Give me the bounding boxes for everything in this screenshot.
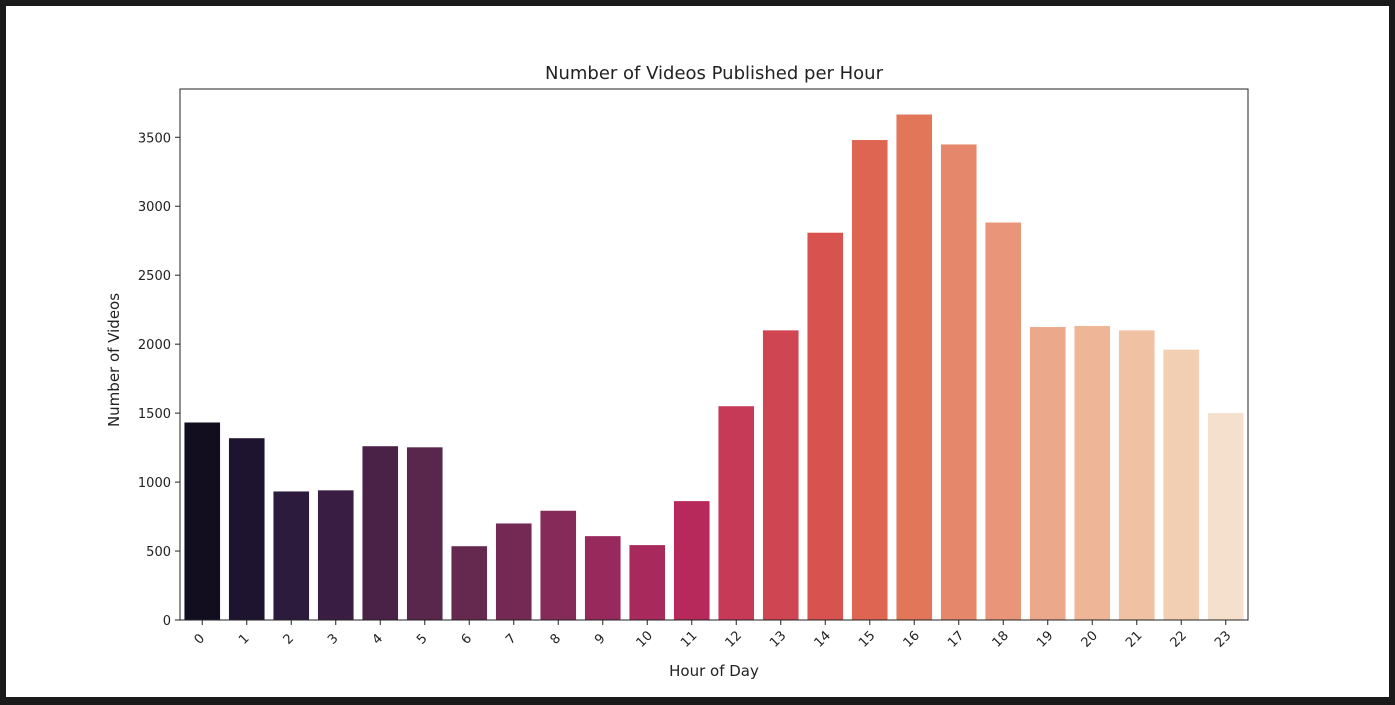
x-tick-label: 2 — [281, 631, 297, 647]
x-tick-label: 16 — [901, 628, 923, 650]
chart-title: Number of Videos Published per Hour — [545, 63, 884, 84]
y-tick-label: 1000 — [138, 476, 171, 491]
x-tick-label: 0 — [192, 631, 208, 647]
bar-hour-17 — [940, 144, 977, 620]
y-tick-label: 2000 — [138, 338, 171, 353]
x-tick-label: 5 — [414, 631, 430, 647]
bar-hour-21 — [1118, 330, 1155, 620]
x-tick-label: 1 — [236, 631, 252, 647]
x-tick-label: 12 — [723, 628, 745, 650]
x-tick-label: 6 — [459, 631, 475, 647]
bar-hour-2 — [273, 491, 310, 620]
bar-hour-5 — [406, 447, 443, 620]
x-tick-label: 9 — [592, 631, 608, 647]
bar-hour-7 — [495, 523, 532, 620]
x-tick-label: 18 — [990, 628, 1012, 650]
bar-hour-16 — [896, 114, 933, 620]
bar-hour-12 — [718, 406, 755, 620]
x-tick-label: 10 — [634, 628, 656, 650]
bar-hour-1 — [228, 438, 265, 620]
y-tick-label: 0 — [163, 614, 171, 629]
y-tick-label: 3500 — [138, 131, 171, 146]
x-tick-label: 13 — [767, 628, 789, 650]
y-tick-label: 1500 — [138, 407, 171, 422]
x-tick-label: 8 — [548, 631, 564, 647]
bar-hour-3 — [317, 490, 354, 620]
bar-chart: Number of Videos Published per Hour Hour… — [105, 63, 1249, 680]
bar-hour-8 — [540, 510, 577, 620]
bar-hour-14 — [807, 232, 844, 621]
x-tick-label: 3 — [325, 631, 341, 647]
bar-hour-15 — [851, 140, 888, 620]
x-tick-label: 15 — [856, 628, 878, 650]
y-axis-label: Number of Videos — [105, 293, 123, 427]
x-tick-label: 19 — [1034, 628, 1056, 650]
bar-hour-13 — [762, 330, 799, 620]
x-tick-label: 22 — [1168, 628, 1190, 650]
bar-hour-22 — [1163, 349, 1200, 620]
x-tick-label: 17 — [945, 628, 967, 650]
plot-area-border — [179, 88, 1249, 621]
y-tick-label: 3000 — [138, 200, 171, 215]
bar-hour-20 — [1074, 325, 1111, 620]
x-tick-label: 4 — [370, 631, 386, 647]
x-tick-label: 11 — [678, 628, 700, 650]
bar-hour-9 — [584, 536, 621, 620]
y-tick-label: 2500 — [138, 269, 171, 284]
bar-hour-10 — [629, 545, 666, 620]
bar-hour-11 — [673, 501, 710, 620]
bar-hour-0 — [184, 422, 221, 620]
y-tick-label: 500 — [146, 545, 171, 560]
x-tick-label: 14 — [812, 628, 834, 650]
bar-hour-18 — [985, 222, 1022, 620]
bar-hour-23 — [1207, 413, 1244, 620]
chart-frame: Number of Videos Published per Hour Hour… — [6, 6, 1389, 697]
x-tick-label: 20 — [1079, 628, 1101, 650]
x-tick-label: 23 — [1212, 628, 1234, 650]
bar-hour-6 — [451, 546, 488, 620]
x-tick-label: 7 — [503, 631, 519, 647]
y-ticks-group: 0 500 1000 1500 2000 2500 3000 3500 — [138, 131, 180, 629]
bar-hour-19 — [1029, 327, 1066, 620]
x-tick-label: 21 — [1123, 628, 1145, 650]
x-axis-label: Hour of Day — [669, 662, 759, 680]
bars-group — [184, 114, 1244, 621]
bar-hour-4 — [362, 446, 399, 620]
x-ticks-group: 0 1 2 3 4 5 6 7 8 9 10 11 12 13 14 15 16 17 18 19 20 21 22 23 — [192, 620, 1234, 651]
